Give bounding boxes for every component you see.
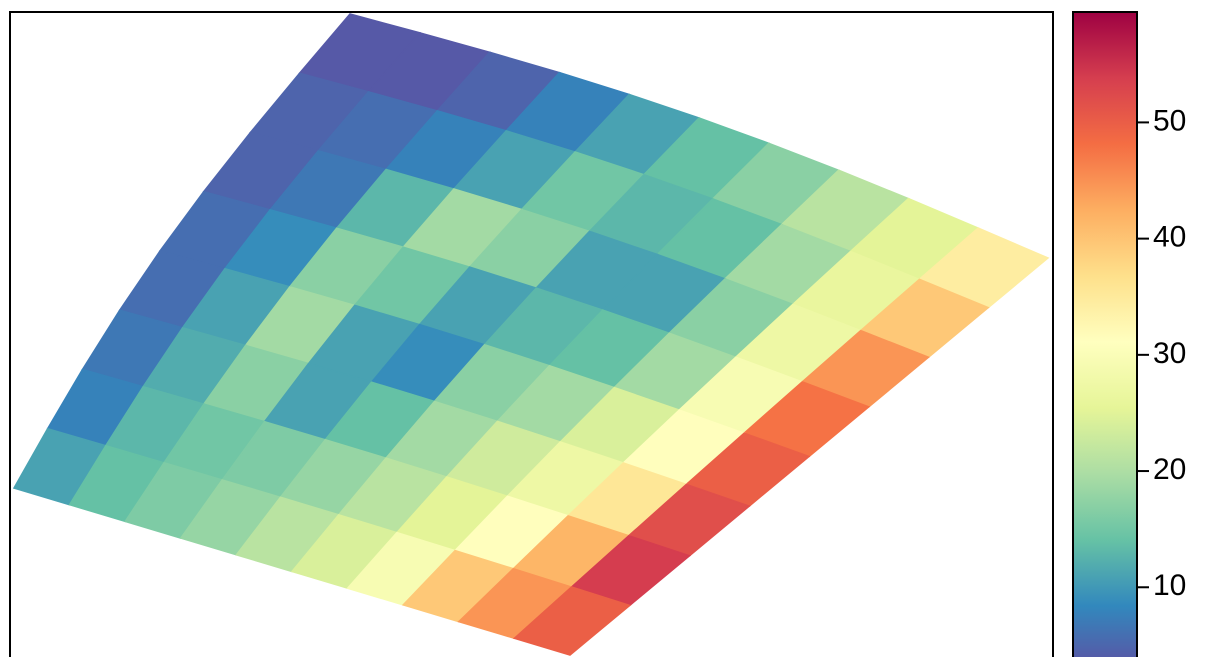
colorbar-tick-label: 20 [1153, 453, 1186, 486]
colorbar-tick-label: 10 [1153, 569, 1186, 602]
colorbar-tick-label: 30 [1153, 337, 1186, 370]
raster [12, 13, 1050, 656]
colorbar-tick-label: 50 [1153, 104, 1186, 137]
colorbar [1072, 11, 1138, 657]
colorbar-tick-label: 40 [1153, 221, 1186, 254]
plot-frame [9, 11, 1054, 657]
raster-cell [512, 586, 632, 656]
